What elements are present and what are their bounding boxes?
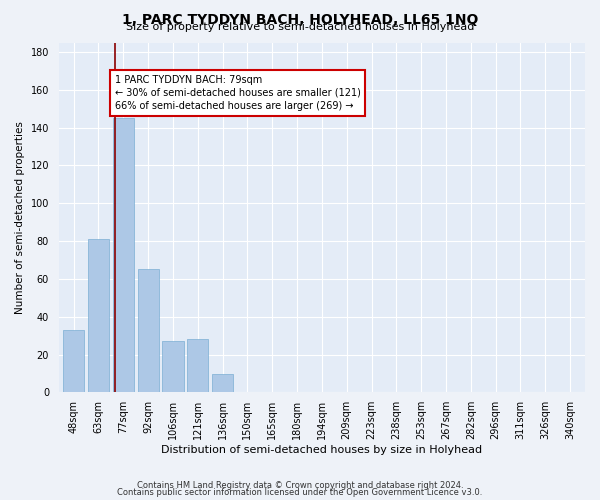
Text: 1, PARC TYDDYN BACH, HOLYHEAD, LL65 1NQ: 1, PARC TYDDYN BACH, HOLYHEAD, LL65 1NQ bbox=[122, 12, 478, 26]
Text: Contains HM Land Registry data © Crown copyright and database right 2024.: Contains HM Land Registry data © Crown c… bbox=[137, 480, 463, 490]
Y-axis label: Number of semi-detached properties: Number of semi-detached properties bbox=[15, 121, 25, 314]
Bar bbox=[212, 374, 233, 392]
Bar bbox=[163, 342, 184, 392]
Text: Size of property relative to semi-detached houses in Holyhead: Size of property relative to semi-detach… bbox=[126, 22, 474, 32]
Bar bbox=[88, 239, 109, 392]
X-axis label: Distribution of semi-detached houses by size in Holyhead: Distribution of semi-detached houses by … bbox=[161, 445, 482, 455]
Bar bbox=[187, 340, 208, 392]
Bar bbox=[137, 270, 158, 392]
Text: Contains public sector information licensed under the Open Government Licence v3: Contains public sector information licen… bbox=[118, 488, 482, 497]
Bar bbox=[113, 118, 134, 392]
Bar bbox=[63, 330, 84, 392]
Text: 1 PARC TYDDYN BACH: 79sqm
← 30% of semi-detached houses are smaller (121)
66% of: 1 PARC TYDDYN BACH: 79sqm ← 30% of semi-… bbox=[115, 74, 361, 111]
